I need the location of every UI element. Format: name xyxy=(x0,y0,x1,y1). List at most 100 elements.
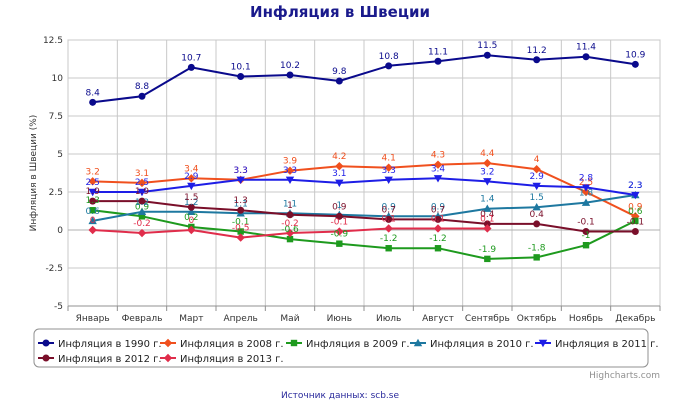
data-point[interactable] xyxy=(631,191,640,200)
data-point[interactable] xyxy=(533,56,541,64)
data-point[interactable] xyxy=(483,158,492,168)
data-point[interactable] xyxy=(582,242,590,249)
legend-marker[interactable] xyxy=(42,354,50,362)
legend-marker[interactable] xyxy=(163,353,173,363)
data-point[interactable] xyxy=(187,174,196,183)
data-point[interactable] xyxy=(336,240,343,247)
data-point[interactable] xyxy=(582,228,590,236)
data-point[interactable] xyxy=(335,161,344,171)
series-line[interactable] xyxy=(92,54,636,104)
legend-item[interactable]: Инфляция в 2012 г. xyxy=(38,354,162,365)
data-point[interactable] xyxy=(285,176,295,185)
data-point[interactable] xyxy=(483,178,492,186)
data-point[interactable] xyxy=(187,225,196,235)
series-5[interactable] xyxy=(88,175,640,200)
credit-text[interactable]: Highcharts.com xyxy=(589,371,660,381)
legend[interactable]: Инфляция в 1990 г. Инфляция в 2008 г. Инфл… xyxy=(38,338,659,365)
data-point[interactable] xyxy=(532,165,541,174)
data-point[interactable] xyxy=(335,212,343,220)
data-point[interactable] xyxy=(237,206,245,214)
data-point[interactable] xyxy=(138,197,146,205)
data-point[interactable] xyxy=(632,217,639,225)
data-point[interactable] xyxy=(286,71,294,79)
series-6[interactable] xyxy=(89,197,639,236)
data-point[interactable] xyxy=(434,215,442,223)
data-point[interactable] xyxy=(533,254,540,261)
data-point[interactable] xyxy=(581,198,591,206)
data-point[interactable] xyxy=(88,188,97,197)
data-point[interactable] xyxy=(631,228,639,236)
data-point[interactable] xyxy=(581,187,591,197)
data-point[interactable] xyxy=(236,233,245,242)
legend-item[interactable]: Инфляция в 2011 г. xyxy=(535,339,659,350)
series-line[interactable] xyxy=(92,162,636,218)
data-point[interactable] xyxy=(433,160,443,169)
data-point[interactable] xyxy=(483,51,491,59)
legend-marker[interactable] xyxy=(413,338,423,347)
legend-item[interactable]: Инфляция в 2009 г. xyxy=(286,339,410,350)
data-point[interactable] xyxy=(385,62,393,70)
data-point[interactable] xyxy=(137,228,147,238)
series-line[interactable] xyxy=(92,194,636,222)
legend-marker[interactable] xyxy=(290,339,298,347)
data-point[interactable] xyxy=(433,224,443,233)
data-point[interactable] xyxy=(384,224,393,233)
data-point[interactable] xyxy=(137,178,147,188)
data-point[interactable] xyxy=(286,235,294,243)
data-point[interactable] xyxy=(285,228,295,238)
data-point[interactable] xyxy=(89,207,96,214)
data-point[interactable] xyxy=(532,182,541,191)
data-point[interactable] xyxy=(384,176,393,185)
data-point[interactable] xyxy=(335,227,344,236)
data-point[interactable] xyxy=(88,216,97,225)
data-point[interactable] xyxy=(137,207,147,215)
data-point[interactable] xyxy=(138,213,146,220)
data-point[interactable] xyxy=(582,53,590,61)
data-point[interactable] xyxy=(384,163,393,172)
series-3[interactable] xyxy=(89,207,639,263)
data-point[interactable] xyxy=(187,63,195,71)
data-point[interactable] xyxy=(335,179,344,188)
data-point[interactable] xyxy=(434,57,442,65)
data-point[interactable] xyxy=(285,166,295,175)
data-point[interactable] xyxy=(433,175,443,183)
legend-marker[interactable] xyxy=(538,339,548,348)
data-point[interactable] xyxy=(581,184,591,192)
legend-marker[interactable] xyxy=(163,338,173,348)
data-point[interactable] xyxy=(187,207,196,215)
data-point[interactable] xyxy=(138,92,146,100)
data-point[interactable] xyxy=(89,98,97,106)
data-point[interactable] xyxy=(236,176,245,185)
data-point[interactable] xyxy=(237,228,244,235)
data-point[interactable] xyxy=(286,211,294,219)
source-text[interactable]: Источник данных: scb.se xyxy=(281,391,400,401)
data-point[interactable] xyxy=(89,197,97,205)
series-line[interactable] xyxy=(92,209,636,260)
legend-item[interactable]: Инфляция в 1990 г. xyxy=(38,339,162,350)
series-1[interactable] xyxy=(89,51,639,106)
series-2[interactable] xyxy=(88,158,640,221)
series-line[interactable] xyxy=(92,177,636,196)
data-point[interactable] xyxy=(137,188,147,197)
data-point[interactable] xyxy=(88,225,97,235)
data-point[interactable] xyxy=(187,203,195,211)
data-point[interactable] xyxy=(434,245,442,252)
data-point[interactable] xyxy=(631,60,639,68)
data-point[interactable] xyxy=(88,177,97,186)
legend-item[interactable]: Инфляция в 2010 г. xyxy=(410,338,534,350)
data-point[interactable] xyxy=(385,215,393,223)
data-point[interactable] xyxy=(484,255,491,263)
data-point[interactable] xyxy=(533,220,541,228)
data-point[interactable] xyxy=(237,72,245,80)
data-point[interactable] xyxy=(483,220,491,228)
series-line[interactable] xyxy=(92,200,636,233)
legend-item[interactable]: Инфляция в 2013 г. xyxy=(160,353,284,365)
data-point[interactable] xyxy=(483,204,492,212)
legend-item[interactable]: Инфляция в 2008 г. xyxy=(160,338,284,350)
legend-marker[interactable] xyxy=(42,339,50,347)
data-point[interactable] xyxy=(385,245,392,252)
series-7[interactable] xyxy=(88,224,492,242)
data-point[interactable] xyxy=(483,224,492,233)
data-point[interactable] xyxy=(532,203,541,211)
data-point[interactable] xyxy=(187,182,196,191)
